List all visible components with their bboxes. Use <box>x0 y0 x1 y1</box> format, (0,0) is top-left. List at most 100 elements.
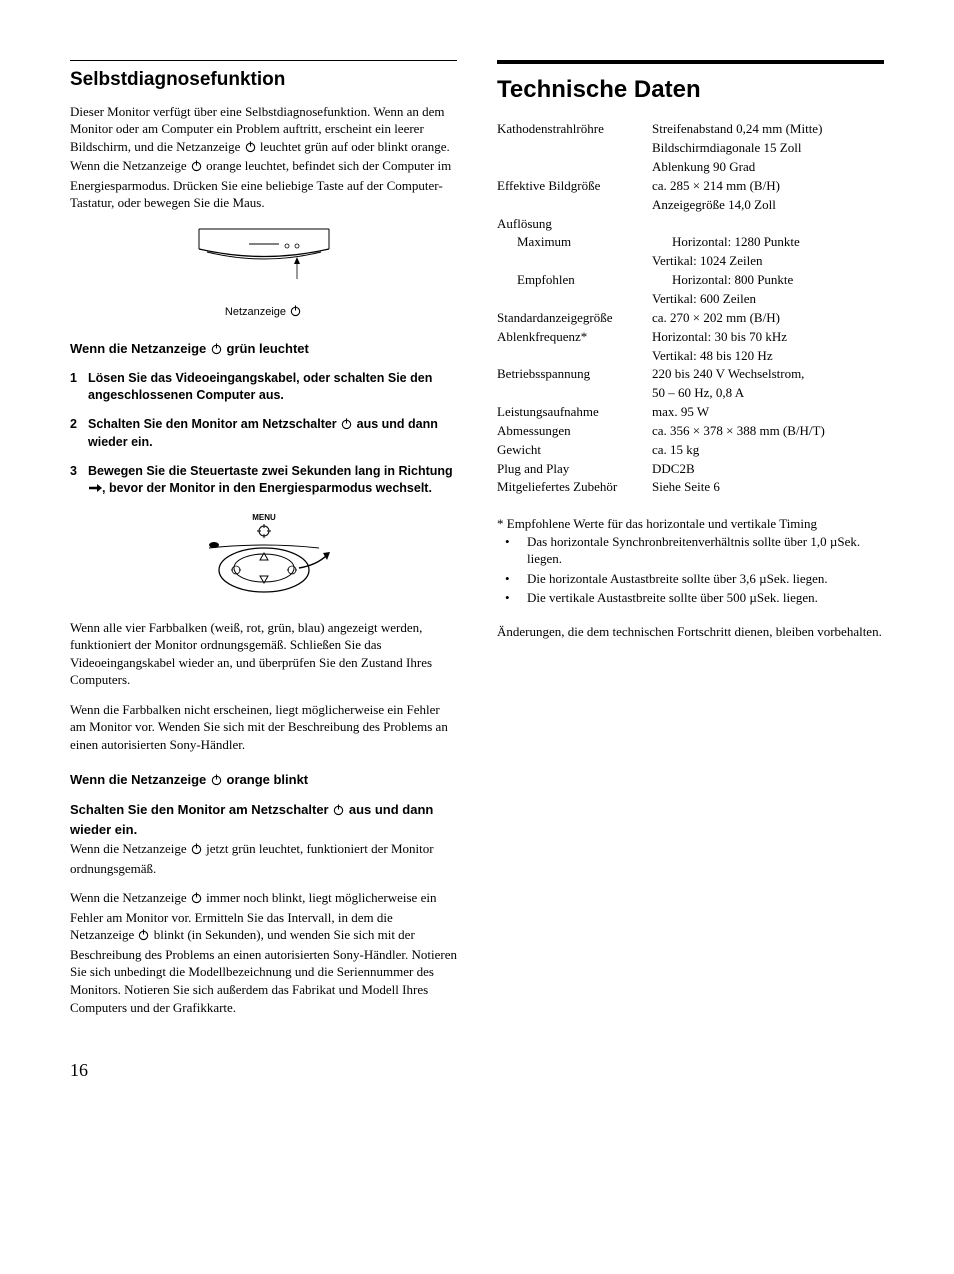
footnote-item: •Das horizontale Synchronbreitenverhältn… <box>497 533 884 568</box>
spec-row: KathodenstrahlröhreStreifenabstand 0,24 … <box>497 120 884 139</box>
spec-label: Effektive Bildgröße <box>497 177 652 196</box>
power-icon <box>289 304 302 322</box>
power-icon <box>190 842 203 860</box>
spec-row: Auflösung <box>497 215 884 234</box>
power-icon <box>332 803 345 821</box>
bullet-icon: • <box>497 533 527 568</box>
spec-table: KathodenstrahlröhreStreifenabstand 0,24 … <box>497 120 884 497</box>
right-heading: Technische Daten <box>497 74 884 106</box>
para-still-blink: Wenn die Netzanzeige immer noch blinkt, … <box>70 889 457 1016</box>
figure-joystick: MENU <box>70 510 457 605</box>
subhead-powercycle: Schalten Sie den Monitor am Netzschalter… <box>70 801 457 838</box>
spec-value: Streifenabstand 0,24 mm (Mitte) <box>652 120 884 139</box>
spec-label: Ablenkfrequenz* <box>497 328 652 347</box>
para-colorbars-ok: Wenn alle vier Farbbalken (weiß, rot, gr… <box>70 619 457 689</box>
spec-value: Vertikal: 1024 Zeilen <box>652 252 884 271</box>
figure-monitor-base: Netzanzeige <box>70 224 457 322</box>
spec-value: DDC2B <box>652 460 884 479</box>
spec-value: Bildschirmdiagonale 15 Zoll <box>652 139 884 158</box>
subhead-orange: Wenn die Netzanzeige orange blinkt <box>70 771 457 791</box>
right-column: Technische Daten KathodenstrahlröhreStre… <box>497 60 884 1028</box>
spec-value: Ablenkung 90 Grad <box>652 158 884 177</box>
power-icon <box>244 140 257 158</box>
spec-label <box>497 290 652 309</box>
page-number: 16 <box>70 1058 884 1082</box>
spec-value: Horizontal: 800 Punkte <box>672 271 884 290</box>
spec-row: Mitgeliefertes ZubehörSiehe Seite 6 <box>497 478 884 497</box>
power-icon <box>340 417 353 435</box>
spec-row: Bildschirmdiagonale 15 Zoll <box>497 139 884 158</box>
spec-label: Leistungsaufnahme <box>497 403 652 422</box>
spec-label: Maximum <box>497 233 672 252</box>
spec-value: 50 – 60 Hz, 0,8 A <box>652 384 884 403</box>
spec-value: Horizontal: 1280 Punkte <box>672 233 884 252</box>
step-1: 1 Lösen Sie das Videoeingangskabel, oder… <box>70 370 457 404</box>
power-icon <box>210 342 223 360</box>
fig1-caption: Netzanzeige <box>70 304 457 322</box>
spec-row: Vertikal: 600 Zeilen <box>497 290 884 309</box>
spec-value: ca. 15 kg <box>652 441 884 460</box>
page-columns: Selbstdiagnosefunktion Dieser Monitor ve… <box>70 60 884 1028</box>
spec-row: Plug and PlayDDC2B <box>497 460 884 479</box>
power-icon <box>137 928 150 946</box>
power-icon <box>210 773 223 791</box>
bullet-icon: • <box>497 589 527 607</box>
spec-value: Horizontal: 30 bis 70 kHz <box>652 328 884 347</box>
footnote-text: Die horizontale Austastbreite sollte übe… <box>527 570 828 588</box>
spec-row: Vertikal: 48 bis 120 Hz <box>497 347 884 366</box>
spec-row: Abmessungenca. 356 × 378 × 388 mm (B/H/T… <box>497 422 884 441</box>
footnote-text: Die vertikale Austastbreite sollte über … <box>527 589 818 607</box>
spec-value: max. 95 W <box>652 403 884 422</box>
bullet-icon: • <box>497 570 527 588</box>
spec-label: Kathodenstrahlröhre <box>497 120 652 139</box>
spec-label <box>497 196 652 215</box>
spec-value: Siehe Seite 6 <box>652 478 884 497</box>
spec-label: Auflösung <box>497 215 652 234</box>
spec-label <box>497 158 652 177</box>
spec-value <box>652 215 884 234</box>
spec-row: MaximumHorizontal: 1280 Punkte <box>497 233 884 252</box>
spec-label: Abmessungen <box>497 422 652 441</box>
footnote-block: * Empfohlene Werte für das horizontale u… <box>497 515 884 607</box>
footnote-lead: * Empfohlene Werte für das horizontale u… <box>497 515 884 533</box>
spec-value: Vertikal: 600 Zeilen <box>652 290 884 309</box>
footnote-item: •Die vertikale Austastbreite sollte über… <box>497 589 884 607</box>
spec-value: ca. 270 × 202 mm (B/H) <box>652 309 884 328</box>
spec-label: Gewicht <box>497 441 652 460</box>
footnote-item: •Die horizontale Austastbreite sollte üb… <box>497 570 884 588</box>
spec-row: Ablenkung 90 Grad <box>497 158 884 177</box>
left-column: Selbstdiagnosefunktion Dieser Monitor ve… <box>70 60 457 1028</box>
spec-label <box>497 252 652 271</box>
power-icon <box>190 891 203 909</box>
spec-value: ca. 356 × 378 × 388 mm (B/H/T) <box>652 422 884 441</box>
spec-row: Betriebsspannung220 bis 240 V Wechselstr… <box>497 365 884 384</box>
step-2: 2 Schalten Sie den Monitor am Netzschalt… <box>70 416 457 452</box>
spec-label: Mitgeliefertes Zubehör <box>497 478 652 497</box>
spec-value: 220 bis 240 V Wechselstrom, <box>652 365 884 384</box>
power-icon <box>190 159 203 177</box>
arrow-right-icon <box>88 481 102 498</box>
spec-row: Standardanzeigegrößeca. 270 × 202 mm (B/… <box>497 309 884 328</box>
left-rule <box>70 60 457 61</box>
spec-row: Ablenkfrequenz*Horizontal: 30 bis 70 kHz <box>497 328 884 347</box>
spec-label: Standardanzeigegröße <box>497 309 652 328</box>
spec-row: Anzeigegröße 14,0 Zoll <box>497 196 884 215</box>
step-3: 3 Bewegen Sie die Steuertaste zwei Sekun… <box>70 463 457 498</box>
closing-note: Änderungen, die dem technischen Fortschr… <box>497 623 884 641</box>
spec-row: Gewichtca. 15 kg <box>497 441 884 460</box>
spec-label <box>497 384 652 403</box>
right-rule <box>497 60 884 64</box>
spec-label: Betriebsspannung <box>497 365 652 384</box>
spec-row: EmpfohlenHorizontal: 800 Punkte <box>497 271 884 290</box>
spec-row: Vertikal: 1024 Zeilen <box>497 252 884 271</box>
spec-value: Vertikal: 48 bis 120 Hz <box>652 347 884 366</box>
footnote-text: Das horizontale Synchronbreitenverhältni… <box>527 533 884 568</box>
intro-paragraph: Dieser Monitor verfügt über eine Selbstd… <box>70 103 457 212</box>
para-colorbars-fail: Wenn die Farbbalken nicht erscheinen, li… <box>70 701 457 754</box>
spec-row: Leistungsaufnahmemax. 95 W <box>497 403 884 422</box>
para-now-green: Wenn die Netzanzeige jetzt grün leuchtet… <box>70 840 457 877</box>
left-heading: Selbstdiagnosefunktion <box>70 67 457 93</box>
spec-row: 50 – 60 Hz, 0,8 A <box>497 384 884 403</box>
spec-label <box>497 139 652 158</box>
spec-value: ca. 285 × 214 mm (B/H) <box>652 177 884 196</box>
